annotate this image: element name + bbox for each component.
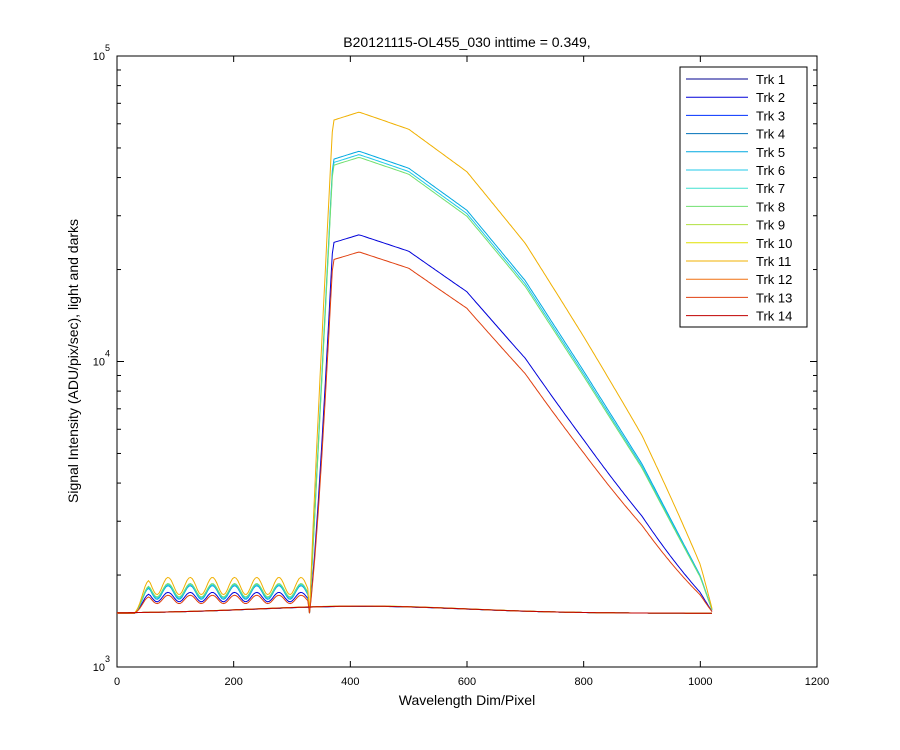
legend-box (679, 66, 808, 328)
series-line-5 (117, 150, 713, 614)
series-line-13 (117, 251, 713, 614)
series-line-2 (117, 234, 713, 614)
x-tick-label: 1200 (805, 676, 829, 688)
legend-label: Trk 3 (756, 108, 785, 123)
series-line-11 (117, 111, 713, 614)
y-tick-exponent: 4 (105, 349, 110, 359)
y-tick-label: 10 (93, 51, 105, 63)
y-tick-label: 10 (93, 357, 105, 369)
x-tick-label: 400 (341, 676, 359, 688)
series-line-14 (117, 605, 712, 614)
series-layer (116, 111, 713, 614)
y-tick-exponent: 5 (105, 43, 110, 53)
legend-label: Trk 1 (756, 72, 785, 87)
legend-label: Trk 12 (756, 272, 792, 287)
series-line-8 (117, 156, 713, 614)
legend-label: Trk 7 (756, 181, 785, 196)
x-axis-label: Wavelength Dim/Pixel (399, 692, 535, 708)
legend-label: Trk 9 (756, 218, 785, 233)
legend-items: Trk 1 Trk 2 Trk 3 Trk 4 Trk 5 Trk 6 Trk 7 Trk 8… (686, 72, 792, 324)
x-tick-label: 0 (114, 676, 120, 688)
x-tick-label: 200 (224, 676, 242, 688)
x-tick-label: 1000 (688, 676, 712, 688)
y-axis-label: Signal Intensity (ADU/pix/sec), light an… (65, 219, 81, 503)
y-tick-exponent: 3 (105, 654, 110, 664)
y-tick-label: 10 (93, 662, 105, 674)
legend-label: Trk 2 (756, 90, 785, 105)
legend-label: Trk 10 (756, 236, 792, 251)
legend-label: Trk 14 (756, 309, 792, 324)
x-tick-label: 800 (574, 676, 592, 688)
chart-title: B20121115-OL455_030 inttime = 0.349, (343, 34, 590, 50)
legend-label: Trk 6 (756, 163, 785, 178)
series-line-6 (117, 154, 713, 614)
x-tick-label: 600 (458, 676, 476, 688)
legend-label: Trk 8 (756, 199, 785, 214)
legend-label: Trk 5 (756, 145, 785, 160)
legend-label: Trk 11 (756, 254, 791, 269)
legend-label: Trk 4 (756, 127, 785, 142)
legend-label: Trk 13 (756, 290, 792, 305)
legend: Trk 1 Trk 2 Trk 3 Trk 4 Trk 5 Trk 6 Trk 7 Trk 8… (679, 66, 808, 328)
